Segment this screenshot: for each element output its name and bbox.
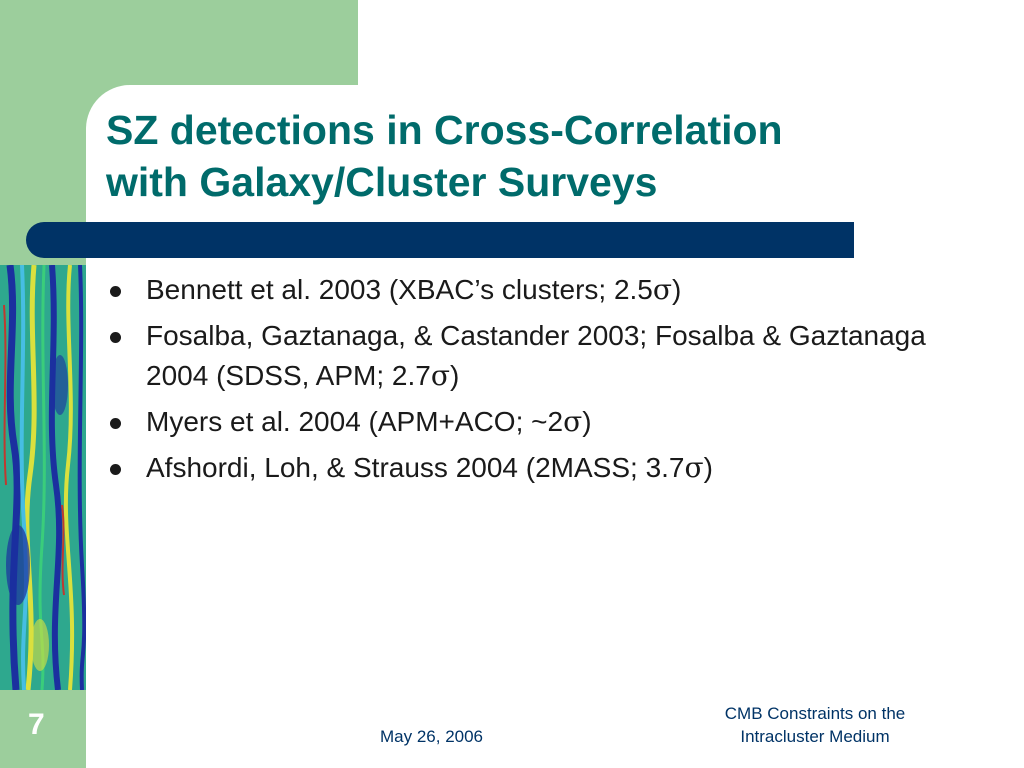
slide-number: 7 [28, 708, 45, 741]
footer-title-line: CMB Constraints on the [724, 704, 906, 723]
bullet-end: ) [582, 406, 592, 437]
bullet-dot-icon [110, 464, 121, 475]
slide-title-line: SZ detections in Cross-Correlation [106, 107, 783, 153]
green-footer-block [0, 690, 86, 768]
slide-title: SZ detections in Cross-Correlation with … [106, 104, 926, 208]
footer-presentation-title: CMB Constraints on the Intracluster Medi… [680, 702, 950, 748]
list-item: Fosalba, Gaztanaga, & Castander 2003; Fo… [106, 316, 966, 396]
bullet-text: Bennett et al. 2003 (XBAC’s clusters; 2.… [146, 274, 653, 305]
sigma-symbol: σ [430, 359, 450, 392]
cmb-map-graphic [0, 265, 86, 690]
sigma-symbol: σ [652, 273, 672, 306]
bullet-text: Myers et al. 2004 (APM+ACO; ~2 [146, 406, 564, 437]
bullet-end: ) [672, 274, 682, 305]
bullet-dot-icon [110, 286, 121, 297]
list-item: Afshordi, Loh, & Strauss 2004 (2MASS; 3.… [106, 448, 966, 488]
slide-title-line: with Galaxy/Cluster Surveys [106, 159, 658, 205]
list-item: Bennett et al. 2003 (XBAC’s clusters; 2.… [106, 270, 966, 310]
sigma-symbol: σ [684, 451, 704, 484]
content-panel [86, 85, 1024, 768]
bullet-end: ) [449, 360, 460, 391]
bullet-list: Bennett et al. 2003 (XBAC’s clusters; 2.… [106, 270, 966, 494]
list-item: Myers et al. 2004 (APM+ACO; ~2σ) [106, 402, 966, 442]
bullet-dot-icon [110, 418, 121, 429]
bullet-text: Fosalba, Gaztanaga, & Castander 2003; Fo… [146, 320, 926, 391]
bullet-end: ) [703, 452, 713, 483]
sigma-symbol: σ [563, 405, 583, 438]
title-divider-bar [26, 222, 854, 258]
footer-date: May 26, 2006 [380, 727, 484, 746]
cmb-map-image [0, 265, 86, 690]
bullet-text: Afshordi, Loh, & Strauss 2004 (2MASS; 3.… [146, 452, 685, 483]
bullet-dot-icon [110, 332, 121, 343]
footer-title-line: Intracluster Medium [740, 727, 890, 746]
